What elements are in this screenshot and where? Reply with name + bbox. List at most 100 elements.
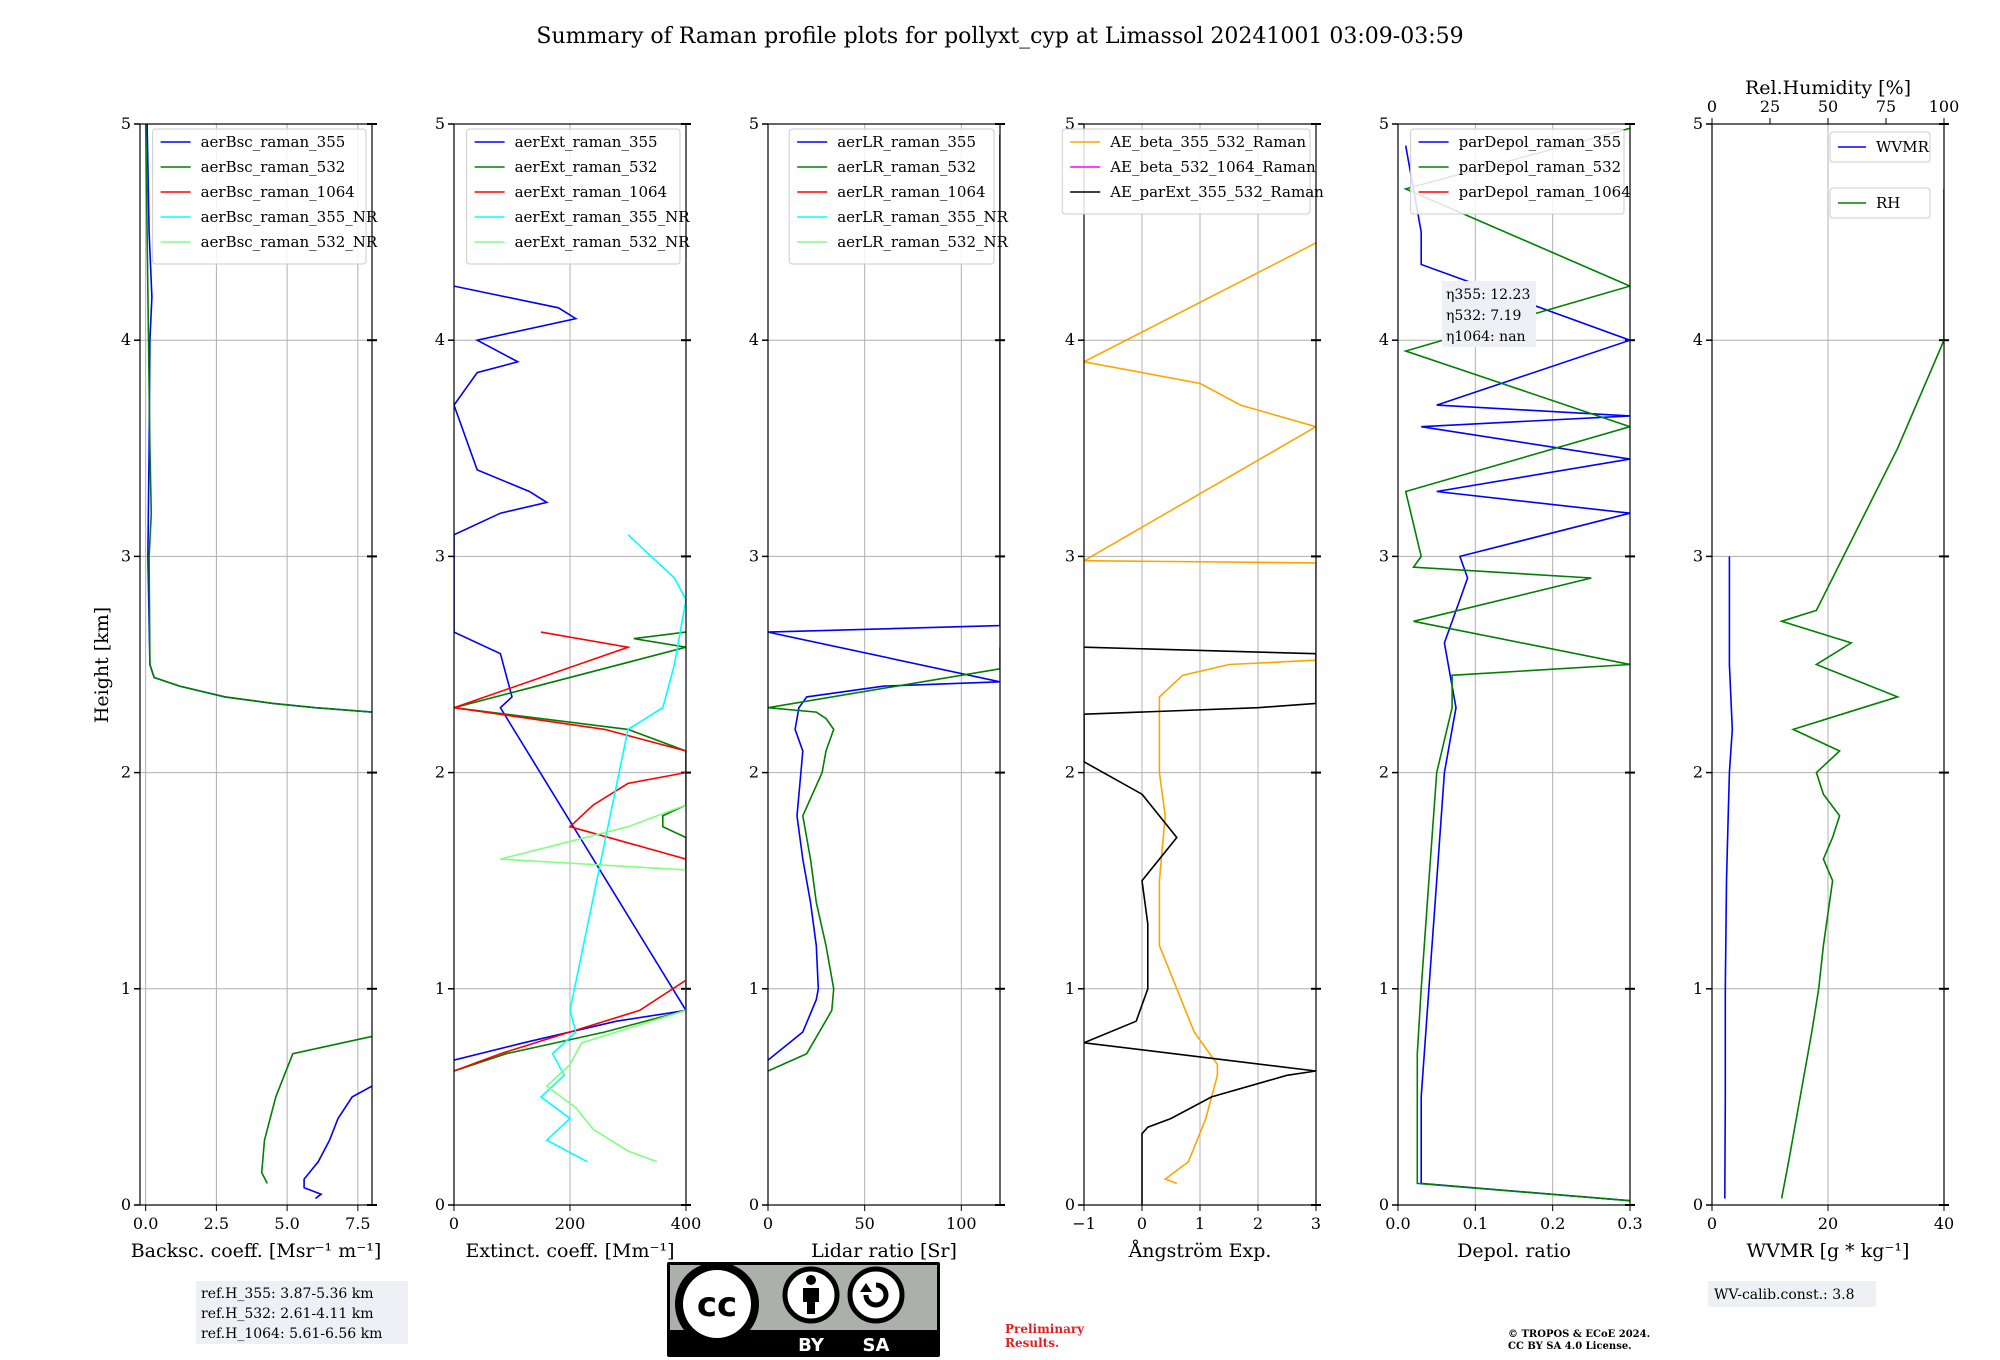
legend: aerBsc_raman_355 aerBsc_raman_532 aerBsc_r… (152, 128, 378, 265)
y-tick-label: 1 (1693, 979, 1703, 998)
y-axis-label: Height [km] (91, 607, 113, 723)
series-aerExt_raman_355 (454, 285, 686, 1061)
x-tick-label: 0.2 (1540, 1214, 1565, 1233)
legend-label: WVMR (1876, 138, 1930, 156)
series-WVMR (1724, 556, 1734, 1199)
annotation-line: η355: 12.23 (1446, 287, 1530, 303)
series-parDepol_raman_532 (1403, 127, 1630, 1202)
x2-tick-label: 50 (1818, 97, 1838, 116)
y-tick-label: 3 (1693, 546, 1703, 565)
legend-box (1829, 187, 1931, 219)
y-tick-label: 4 (1379, 330, 1389, 349)
x-axis-label: Extinct. coeff. [Mm⁻¹] (465, 1240, 674, 1262)
x-axis-label: Lidar ratio [Sr] (811, 1240, 957, 1262)
copyright-line2: CC BY SA 4.0 License. (1508, 1341, 1632, 1352)
x-tick-label: 0 (763, 1214, 773, 1233)
x-tick-label: −1 (1072, 1214, 1096, 1233)
y-tick-label: 0 (121, 1195, 131, 1214)
legend-label: aerLR_raman_532_NR (837, 233, 1008, 251)
depol-calibration-box: η355: 12.23 η532: 7.19 η1064: nan (1442, 281, 1536, 347)
y-tick-label: 2 (1065, 763, 1075, 782)
cc-logo-text: cc (697, 1285, 737, 1325)
y-tick-label: 0 (435, 1195, 445, 1214)
legend: parDepol_raman_355 parDepol_raman_532 parD… (1410, 128, 1631, 215)
x-tick-label: 3 (1311, 1214, 1321, 1233)
ref-heights-box: ref.H_355: 3.87-5.36 km ref.H_532: 2.61-… (196, 1281, 408, 1344)
legend-label: aerBsc_raman_532_NR (201, 233, 378, 251)
x-tick-label: 200 (555, 1214, 586, 1233)
series-group (454, 285, 686, 1163)
x-tick-label: 2.5 (204, 1214, 229, 1233)
y-tick-label: 2 (749, 763, 759, 782)
annotation-line: η532: 7.19 (1446, 308, 1521, 324)
y-tick-label: 2 (1693, 763, 1703, 782)
series-aerExt_raman_355_NR (539, 534, 686, 1163)
x-axis-label: Backsc. coeff. [Msr⁻¹ m⁻¹] (131, 1240, 382, 1262)
y-tick-label: 3 (1065, 546, 1075, 565)
plot-frame (767, 123, 1001, 1206)
wv-calib-text: WV-calib.const.: 3.8 (1714, 1287, 1854, 1303)
y-tick-label: 0 (1065, 1195, 1075, 1214)
series-group (144, 124, 372, 1200)
panel-bsc: 0.0 2.5 5.0 7.5 0 1 2 3 4 5 Backsc. coeff. [Msr⁻¹ … (121, 114, 382, 1262)
wv-calib-box: WV-calib.const.: 3.8 (1708, 1281, 1876, 1307)
legend-WVMR: WVMR (1829, 131, 1931, 163)
ref-height-532: ref.H_532: 2.61-4.11 km (201, 1306, 374, 1322)
x-tick-label: 0.1 (1463, 1214, 1488, 1233)
legend-label: RH (1876, 194, 1900, 212)
figure-title: Summary of Raman profile plots for polly… (536, 24, 1463, 49)
y-tick-label: 4 (749, 330, 759, 349)
x2-tick-label: 75 (1876, 97, 1896, 116)
x-tick-label: 50 (854, 1214, 874, 1233)
annotation-box (1708, 1281, 1876, 1307)
series-aerExt_raman_1064 (454, 631, 686, 1072)
y-tick-label: 2 (1379, 763, 1389, 782)
x-tick-label: 40 (1934, 1214, 1954, 1233)
panel-lr: 0 50 100 0 1 2 3 4 5 Lidar ratio [Sr] aerLR_raman_… (749, 114, 1009, 1262)
legend-label: aerExt_raman_532_NR (515, 233, 691, 251)
y-tick-label: 4 (435, 330, 445, 349)
ref-height-355: ref.H_355: 3.87-5.36 km (201, 1286, 374, 1302)
y-tick-label: 4 (1065, 330, 1075, 349)
series-aerExt_raman_532_NR (500, 804, 686, 1163)
y-tick-label: 0 (749, 1195, 759, 1214)
x-axis-label: Depol. ratio (1457, 1240, 1571, 1262)
legend-label: aerExt_raman_355 (515, 133, 658, 151)
y-tick-label: 1 (435, 979, 445, 998)
series-aerBsc_raman_532 (144, 124, 372, 1184)
y-tick-label: 0 (1379, 1195, 1389, 1214)
x2-tick-label: 0 (1707, 97, 1717, 116)
panels: 0.0 2.5 5.0 7.5 0 1 2 3 4 5 Backsc. coeff. [Msr⁻¹ … (121, 77, 1959, 1307)
legend-label: aerLR_raman_355 (837, 133, 976, 151)
legend-label: parDepol_raman_1064 (1459, 183, 1631, 201)
y-tick-label: 3 (749, 546, 759, 565)
legend-RH: RH (1829, 187, 1931, 219)
y-tick-label: 2 (435, 763, 445, 782)
legend-label: aerLR_raman_532 (837, 158, 976, 176)
y-tick-label: 5 (121, 114, 131, 133)
y-tick-label: 3 (435, 546, 445, 565)
y-tick-label: 0 (1693, 1195, 1703, 1214)
y-tick-label: 5 (1379, 114, 1389, 133)
x-tick-label: 0 (449, 1214, 459, 1233)
y-tick-label: 5 (1693, 114, 1703, 133)
by-label: BY (798, 1335, 825, 1356)
y-tick-label: 2 (121, 763, 131, 782)
sa-label: SA (863, 1335, 890, 1356)
annotation-line: η1064: nan (1446, 329, 1526, 345)
x-tick-label: 100 (946, 1214, 977, 1233)
y-tick-label: 5 (749, 114, 759, 133)
x2-tick-label: 25 (1760, 97, 1780, 116)
series-group (768, 134, 1000, 1072)
x-axis-label: Ångström Exp. (1128, 1240, 1272, 1262)
ref-height-1064: ref.H_1064: 5.61-6.56 km (201, 1326, 382, 1342)
preliminary-line1: Preliminary (1005, 1322, 1085, 1336)
legend-box (152, 128, 367, 265)
y-tick-label: 5 (1065, 114, 1075, 133)
series-group (1403, 127, 1630, 1202)
y-tick-label: 4 (1693, 330, 1703, 349)
y-tick-label: 4 (121, 330, 131, 349)
y-tick-label: 3 (121, 546, 131, 565)
